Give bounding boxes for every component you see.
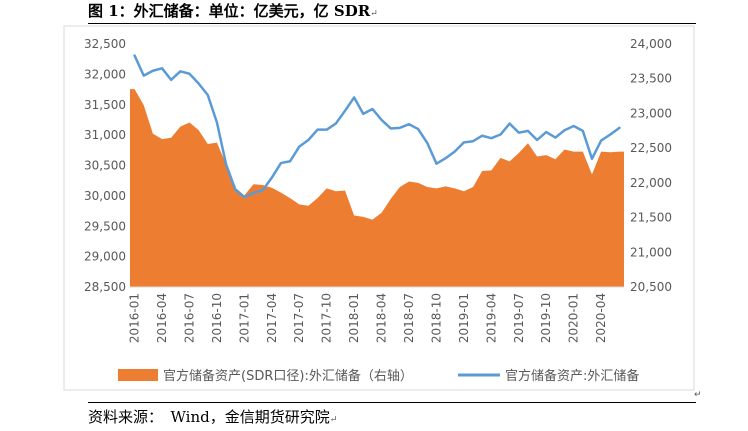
bottom-rule <box>88 402 696 403</box>
plot-area <box>130 54 624 287</box>
area-series-sdr-reserves <box>130 89 624 287</box>
right-tick-label: 23,500 <box>630 72 672 86</box>
left-tick-label: 32,500 <box>84 37 126 51</box>
left-tick-label: 31,000 <box>84 128 126 142</box>
left-tick-label: 30,000 <box>84 189 126 203</box>
x-tick-label: 2017-04 <box>265 293 279 343</box>
x-tick-label: 2019-10 <box>539 293 553 343</box>
legend: 官方储备资产(SDR口径):外汇储备（右轴） 官方储备资产:外汇储备 <box>118 368 639 384</box>
left-tick-label: 31,500 <box>84 98 126 112</box>
left-tick-label: 28,500 <box>84 280 126 294</box>
x-tick-label: 2018-04 <box>375 293 389 343</box>
right-tick-label: 20,500 <box>630 280 672 294</box>
x-tick-label: 2017-07 <box>292 293 306 343</box>
left-axis: 28,500 29,000 29,500 30,000 30,500 31,000 31,5… <box>84 37 126 294</box>
x-tick-label: 2017-10 <box>320 293 334 343</box>
right-tick-label: 21,500 <box>630 211 672 225</box>
left-tick-label: 29,500 <box>84 219 126 233</box>
right-tick-label: 23,000 <box>630 106 672 120</box>
x-tick-label: 2019-04 <box>484 293 498 343</box>
x-tick-label: 2019-07 <box>512 293 526 343</box>
paragraph-mark: ↵ <box>694 390 702 400</box>
x-tick-label: 2018-07 <box>402 293 416 343</box>
x-tick-label: 2016-04 <box>155 293 169 343</box>
x-axis: 2016-01 2016-04 2016-07 2016-10 2017-01 2017-… <box>128 286 624 343</box>
x-tick-label: 2016-01 <box>128 293 142 343</box>
legend-swatch-area <box>118 369 158 381</box>
x-tick-label: 2020-04 <box>594 293 608 343</box>
x-tick-label: 2018-10 <box>429 293 443 343</box>
line-series-usd-reserves <box>133 54 621 199</box>
left-tick-label: 32,000 <box>84 67 126 81</box>
figure-title: 图 1：外汇储备：单位：亿美元，亿 SDR↵ <box>88 2 378 20</box>
legend-label-area: 官方储备资产(SDR口径):外汇储备（右轴） <box>163 368 413 384</box>
x-tick-label: 2017-01 <box>237 293 251 343</box>
legend-label-line: 官方储备资产:外汇储备 <box>505 368 639 384</box>
x-tick-label: 2016-07 <box>182 293 196 343</box>
x-tick-label: 2019-01 <box>457 293 471 343</box>
chart-frame <box>63 25 695 391</box>
title-underline <box>88 23 696 24</box>
right-tick-label: 21,000 <box>630 245 672 259</box>
right-axis: 20,500 21,000 21,500 22,000 22,500 23,000 23,5… <box>630 37 672 294</box>
x-tick-label: 2016-10 <box>210 293 224 343</box>
right-tick-label: 22,500 <box>630 141 672 155</box>
left-tick-label: 30,500 <box>84 159 126 173</box>
right-tick-label: 24,000 <box>630 37 672 51</box>
x-tick-label: 2020-01 <box>567 293 581 343</box>
left-tick-label: 29,000 <box>84 250 126 264</box>
x-tick-label: 2018-01 <box>347 293 361 343</box>
right-tick-label: 22,000 <box>630 176 672 190</box>
source-note: 资料来源： Wind，金信期货研究院↵ <box>88 408 338 426</box>
